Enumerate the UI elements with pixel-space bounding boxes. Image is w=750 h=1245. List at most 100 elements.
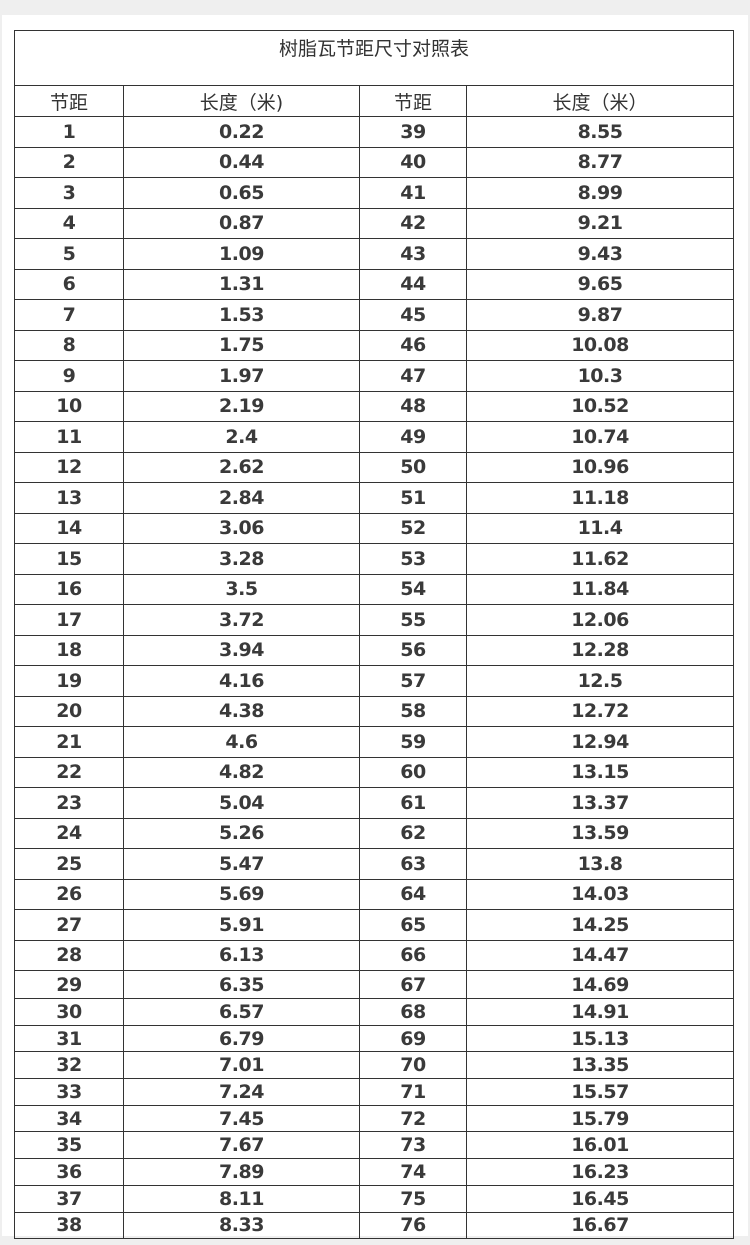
- pitch-cell: 76: [359, 1211, 467, 1240]
- pitch-cell: 43: [359, 238, 467, 270]
- length-cell: 13.37: [465, 787, 735, 819]
- pitch-cell: 41: [359, 177, 467, 209]
- length-cell: 10.3: [465, 360, 735, 392]
- pitch-cell: 59: [359, 726, 467, 758]
- length-cell: 15.79: [465, 1104, 735, 1133]
- length-cell: 13.15: [465, 756, 735, 788]
- pitch-cell: 7: [14, 299, 124, 331]
- pitch-cell: 6: [14, 268, 124, 300]
- pitch-cell: 62: [359, 817, 467, 849]
- table-title: 树脂瓦节距尺寸对照表: [13, 30, 735, 86]
- pitch-cell: 14: [14, 512, 124, 544]
- length-cell: 12.5: [465, 665, 735, 697]
- length-cell: 1.53: [123, 299, 360, 331]
- length-cell: 12.94: [465, 726, 735, 758]
- length-cell: 7.01: [123, 1051, 360, 1080]
- length-cell: 2.19: [123, 390, 360, 422]
- length-cell: 3.28: [123, 543, 360, 575]
- pitch-cell: 1: [14, 116, 124, 148]
- pitch-cell: 13: [14, 482, 124, 514]
- length-cell: 5.26: [123, 817, 360, 849]
- pitch-cell: 64: [359, 878, 467, 910]
- length-cell: 16.67: [465, 1211, 735, 1240]
- length-cell: 3.72: [123, 604, 360, 636]
- pitch-cell: 42: [359, 207, 467, 239]
- pitch-cell: 10: [14, 390, 124, 422]
- pitch-cell: 12: [14, 451, 124, 483]
- pitch-cell: 45: [359, 299, 467, 331]
- pitch-cell: 48: [359, 390, 467, 422]
- pitch-cell: 47: [359, 360, 467, 392]
- length-cell: 5.91: [123, 909, 360, 941]
- table-row: 1 0.22 39 8.55: [14, 116, 735, 148]
- pitch-cell: 37: [14, 1184, 124, 1213]
- table-row: 27 5.91 65 14.25: [14, 909, 735, 941]
- table-row: 28 6.13 66 14.47: [14, 939, 735, 971]
- length-cell: 1.97: [123, 360, 360, 392]
- table-row: 15 3.28 53 11.62: [14, 543, 735, 575]
- length-cell: 15.13: [465, 1024, 735, 1053]
- pitch-cell: 26: [14, 878, 124, 910]
- pitch-cell: 22: [14, 756, 124, 788]
- length-cell: 2.4: [123, 421, 360, 453]
- length-cell: 1.75: [123, 329, 360, 361]
- length-cell: 0.65: [123, 177, 360, 209]
- length-cell: 11.84: [465, 573, 735, 605]
- pitch-cell: 25: [14, 848, 124, 880]
- length-cell: 7.45: [123, 1104, 360, 1133]
- length-cell: 11.4: [465, 512, 735, 544]
- pitch-cell: 20: [14, 695, 124, 727]
- length-cell: 12.06: [465, 604, 735, 636]
- length-cell: 8.55: [465, 116, 735, 148]
- header-length-2: 长度（米）: [465, 85, 735, 117]
- length-cell: 10.96: [465, 451, 735, 483]
- table-row: 21 4.6 59 12.94: [14, 726, 735, 758]
- length-cell: 10.74: [465, 421, 735, 453]
- table-row: 19 4.16 57 12.5: [14, 665, 735, 697]
- table-row: 14 3.06 52 11.4: [14, 512, 735, 544]
- length-cell: 14.91: [465, 998, 735, 1026]
- pitch-cell: 18: [14, 634, 124, 666]
- pitch-cell: 39: [359, 116, 467, 148]
- length-cell: 4.82: [123, 756, 360, 788]
- table-row: 25 5.47 63 13.8: [14, 848, 735, 880]
- header-length-1: 长度（米): [123, 85, 360, 117]
- length-cell: 3.5: [123, 573, 360, 605]
- pitch-cell: 27: [14, 909, 124, 941]
- table-row: 24 5.26 62 13.59: [14, 817, 735, 849]
- table-row: 26 5.69 64 14.03: [14, 878, 735, 910]
- table-row: 31 6.79 69 15.13: [14, 1024, 735, 1053]
- pitch-cell: 9: [14, 360, 124, 392]
- pitch-length-table: 树脂瓦节距尺寸对照表 节距 长度（米) 节距 长度（米） 1 0.22 39 8.55…: [13, 30, 735, 1240]
- length-cell: 9.43: [465, 238, 735, 270]
- length-cell: 6.35: [123, 970, 360, 999]
- pitch-cell: 74: [359, 1158, 467, 1186]
- pitch-cell: 56: [359, 634, 467, 666]
- pitch-cell: 17: [14, 604, 124, 636]
- table-row: 17 3.72 55 12.06: [14, 604, 735, 636]
- table-row: 9 1.97 47 10.3: [14, 360, 735, 392]
- pitch-cell: 65: [359, 909, 467, 941]
- pitch-cell: 19: [14, 665, 124, 697]
- length-cell: 5.47: [123, 848, 360, 880]
- pitch-cell: 32: [14, 1051, 124, 1080]
- length-cell: 15.57: [465, 1078, 735, 1106]
- pitch-cell: 2: [14, 146, 124, 178]
- length-cell: 14.69: [465, 970, 735, 999]
- length-cell: 0.44: [123, 146, 360, 178]
- length-cell: 5.69: [123, 878, 360, 910]
- pitch-cell: 33: [14, 1078, 124, 1106]
- table-row: 23 5.04 61 13.37: [14, 787, 735, 819]
- length-cell: 7.89: [123, 1158, 360, 1186]
- length-cell: 4.38: [123, 695, 360, 727]
- table-row: 22 4.82 60 13.15: [14, 756, 735, 788]
- pitch-cell: 50: [359, 451, 467, 483]
- pitch-cell: 40: [359, 146, 467, 178]
- pitch-cell: 21: [14, 726, 124, 758]
- pitch-cell: 72: [359, 1104, 467, 1133]
- length-cell: 12.72: [465, 695, 735, 727]
- length-cell: 16.01: [465, 1131, 735, 1160]
- length-cell: 2.84: [123, 482, 360, 514]
- pitch-cell: 52: [359, 512, 467, 544]
- length-cell: 1.31: [123, 268, 360, 300]
